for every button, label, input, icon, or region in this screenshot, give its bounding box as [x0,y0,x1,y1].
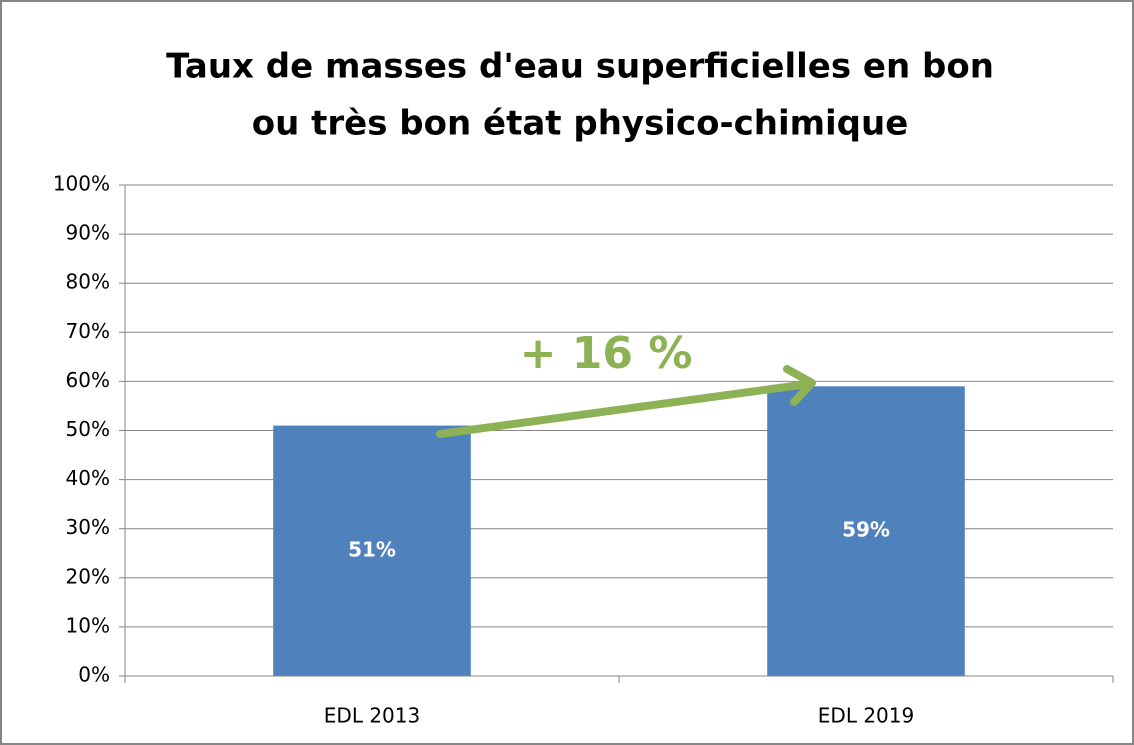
chart-title: Taux de masses d'eau superficielles en b… [166,47,994,87]
y-tick-label: 10% [66,613,110,637]
y-tick-label: 30% [66,515,110,539]
y-tick-label: 50% [66,417,110,441]
x-tick-label: EDL 2019 [818,704,914,728]
data-label: 59% [842,518,890,542]
y-tick-label: 60% [66,368,110,392]
y-tick-label: 40% [66,466,110,490]
y-tick-label: 70% [66,319,110,343]
bar [273,425,471,676]
y-tick-label: 100% [53,172,110,196]
y-tick-label: 20% [66,564,110,588]
x-tick-label: EDL 2013 [324,704,420,728]
y-tick-label: 90% [66,221,110,245]
y-tick-label: 80% [66,270,110,294]
data-label: 51% [348,537,396,561]
trend-arrow-head [783,365,816,406]
y-tick-label: 0% [78,663,110,687]
bar [767,386,965,676]
chart-title: ou très bon état physico-chimique [252,104,909,144]
annotation: + 16 % [520,328,693,379]
trend-arrow [436,380,812,438]
